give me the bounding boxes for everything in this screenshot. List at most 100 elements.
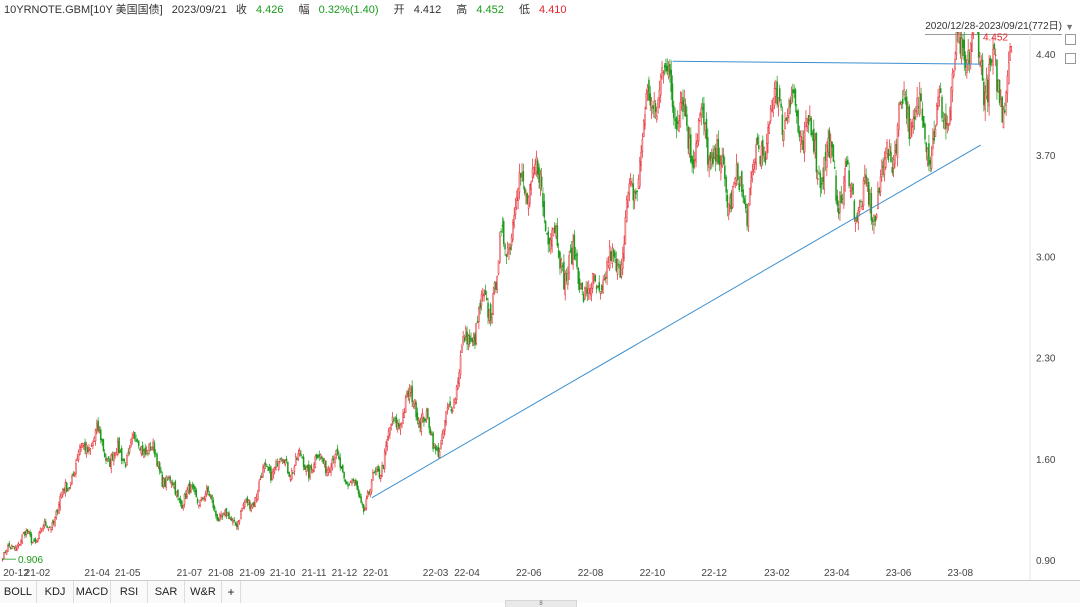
candle-body xyxy=(321,456,323,459)
candle-body xyxy=(650,100,653,108)
candle-body xyxy=(168,476,170,479)
candle-body xyxy=(267,466,269,471)
low-label: 低 xyxy=(518,4,530,16)
candle-body xyxy=(327,469,330,473)
candle-body xyxy=(697,119,700,142)
candle-body xyxy=(612,250,615,257)
candle-body xyxy=(843,183,845,205)
candle-body xyxy=(247,499,250,506)
candle-body xyxy=(794,89,797,106)
candle-body xyxy=(62,489,64,496)
candle-body xyxy=(221,515,224,517)
candle-body xyxy=(628,183,631,195)
candle-body xyxy=(752,162,755,170)
candle-body xyxy=(937,97,939,107)
tab-macd[interactable]: MACD xyxy=(74,581,111,603)
candle-body xyxy=(480,294,483,306)
candle-body xyxy=(84,441,86,451)
date-range-selector[interactable]: 2020/12/28-2023/09/21(772日) xyxy=(925,20,1062,35)
candle-body xyxy=(332,458,335,461)
add-indicator-button[interactable]: + xyxy=(222,581,241,603)
candle-body xyxy=(576,252,578,268)
candle-body xyxy=(701,107,704,110)
tab-rsi[interactable]: RSI xyxy=(111,581,148,603)
candle-body xyxy=(858,207,861,212)
candle-body xyxy=(870,193,873,221)
candle-body xyxy=(493,282,496,289)
candle-body xyxy=(302,456,305,467)
candle-body xyxy=(648,79,650,101)
candle-body xyxy=(987,79,989,103)
candle-body xyxy=(86,447,89,453)
tab-w-r[interactable]: W&R xyxy=(185,581,222,603)
candle-body xyxy=(741,171,743,192)
candle-body xyxy=(361,503,364,506)
candle-body xyxy=(309,467,311,478)
tab-sar[interactable]: SAR xyxy=(148,581,185,603)
x-tick-label: 23-06 xyxy=(886,568,912,579)
candle-body xyxy=(594,275,597,282)
tab-kdj[interactable]: KDJ xyxy=(37,581,74,603)
candle-body xyxy=(300,453,302,456)
candle-body xyxy=(260,476,263,478)
square-icon[interactable] xyxy=(1065,53,1076,64)
candle-body xyxy=(920,93,922,102)
candle-body xyxy=(298,450,301,455)
candle-body xyxy=(818,172,820,174)
x-tick-label: 21-12 xyxy=(332,568,358,579)
candle-body xyxy=(785,118,788,121)
candle-body xyxy=(581,282,583,290)
candle-body xyxy=(686,114,688,127)
candle-body xyxy=(60,491,63,499)
candle-body xyxy=(547,231,549,245)
candle-body xyxy=(605,277,607,280)
candle-body xyxy=(667,70,670,78)
candle-body xyxy=(826,145,828,168)
candle-body xyxy=(932,138,934,149)
resize-handle[interactable]: 8 xyxy=(505,600,577,607)
candle-body xyxy=(903,89,905,96)
candle-body xyxy=(496,276,498,290)
candle-body xyxy=(68,487,71,489)
square-icon[interactable] xyxy=(1065,34,1076,45)
candle-body xyxy=(563,261,565,290)
candle-body xyxy=(226,512,229,517)
candle-body xyxy=(285,458,288,461)
candle-body xyxy=(251,503,254,509)
candle-body xyxy=(535,156,538,172)
candle-body xyxy=(211,494,213,500)
candle-body xyxy=(813,128,815,152)
candle-body xyxy=(615,258,617,271)
candle-body xyxy=(467,335,470,345)
candle-body xyxy=(3,552,5,559)
candle-body xyxy=(734,178,737,184)
low-value: 4.410 xyxy=(539,4,567,16)
candle-body xyxy=(323,460,326,465)
candle-body xyxy=(14,547,17,551)
candle-body xyxy=(945,113,947,129)
candle-body xyxy=(967,50,969,61)
candle-body xyxy=(928,143,930,166)
candle-body xyxy=(339,457,341,468)
candle-body xyxy=(998,79,1001,104)
candle-body xyxy=(911,126,913,128)
candle-body xyxy=(607,262,610,267)
candle-body xyxy=(979,61,981,64)
candle-body xyxy=(971,34,973,52)
chevron-down-icon[interactable]: ▼ xyxy=(1065,22,1074,32)
candle-body xyxy=(72,473,75,476)
candle-body xyxy=(276,462,279,467)
candle-body xyxy=(797,110,799,132)
candle-body xyxy=(504,244,506,250)
candle-body xyxy=(788,107,790,114)
candle-body xyxy=(123,458,126,462)
candle-body xyxy=(705,118,708,140)
candle-body xyxy=(109,458,111,467)
tab-boll[interactable]: BOLL xyxy=(0,581,37,603)
candle-body xyxy=(809,116,811,120)
candle-body xyxy=(310,465,313,471)
candle-body xyxy=(696,140,699,148)
candle-body xyxy=(627,194,629,207)
candle-body xyxy=(548,237,551,245)
